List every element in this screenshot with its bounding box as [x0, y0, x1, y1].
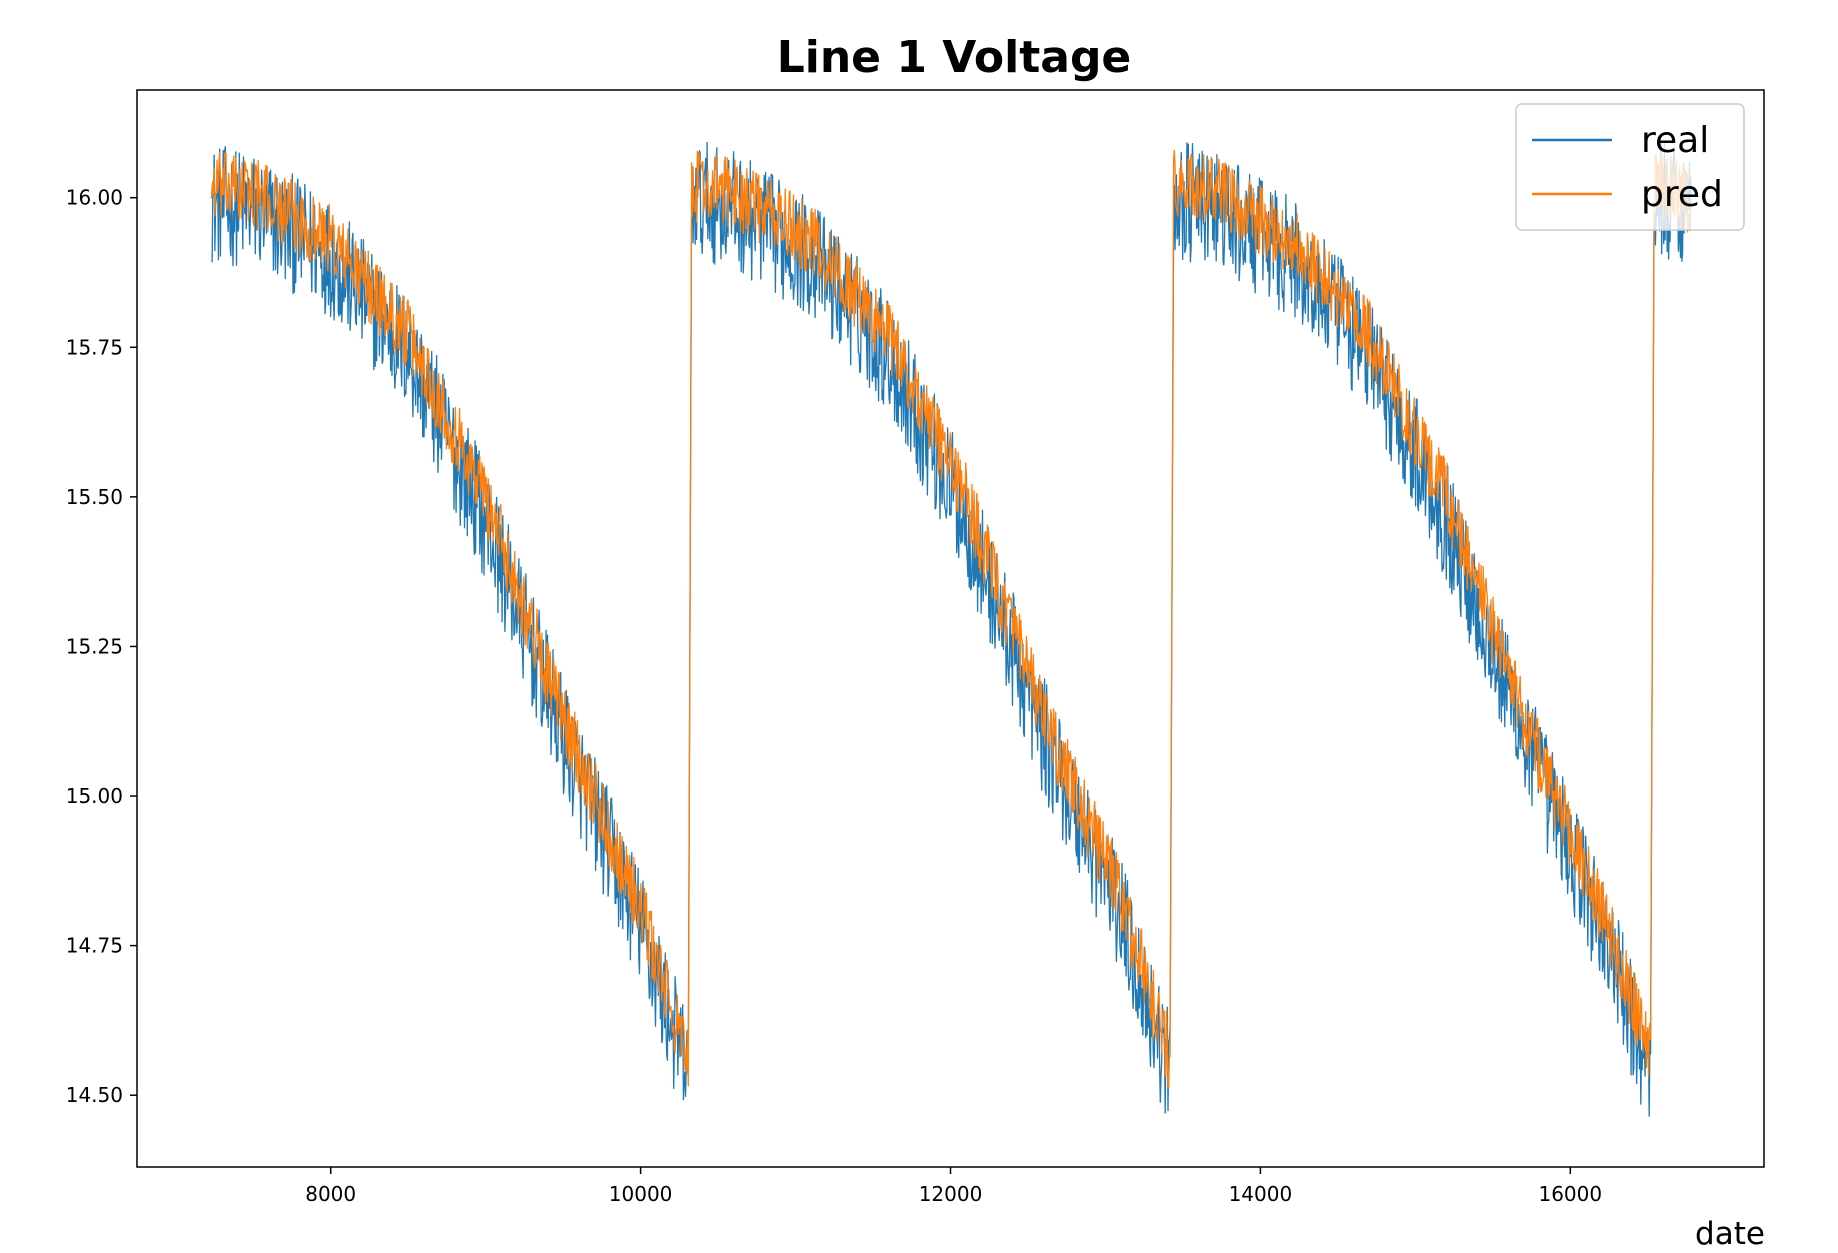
- x-tick-label: 16000: [1538, 1182, 1602, 1206]
- y-tick-label: 14.50: [66, 1083, 123, 1107]
- series-layer: [210, 141, 1692, 1117]
- y-axis: 14.50 14.75 15.00 15.25 15.50 15.75 16.00: [66, 186, 137, 1107]
- x-tick-label: 10000: [609, 1182, 673, 1206]
- series-pred-line: [210, 149, 1692, 1088]
- legend-real-label: real: [1641, 120, 1709, 161]
- y-tick-label: 16.00: [66, 186, 123, 210]
- chart-title: Line 1 Voltage: [777, 32, 1132, 83]
- y-tick-label: 15.50: [66, 485, 123, 509]
- x-axis: 8000 10000 12000 14000 16000: [305, 1167, 1602, 1206]
- legend-pred-label: pred: [1641, 174, 1723, 215]
- x-axis-label: date: [1695, 1216, 1765, 1252]
- y-tick-label: 15.75: [66, 335, 123, 359]
- x-tick-label: 12000: [919, 1182, 983, 1206]
- y-tick-label: 15.00: [66, 784, 123, 808]
- legend: real pred: [1515, 103, 1745, 231]
- y-tick-label: 14.75: [66, 934, 123, 958]
- x-tick-label: 14000: [1229, 1182, 1293, 1206]
- x-tick-label: 8000: [305, 1182, 356, 1206]
- y-tick-label: 15.25: [66, 634, 123, 658]
- legend-box: [1515, 103, 1745, 231]
